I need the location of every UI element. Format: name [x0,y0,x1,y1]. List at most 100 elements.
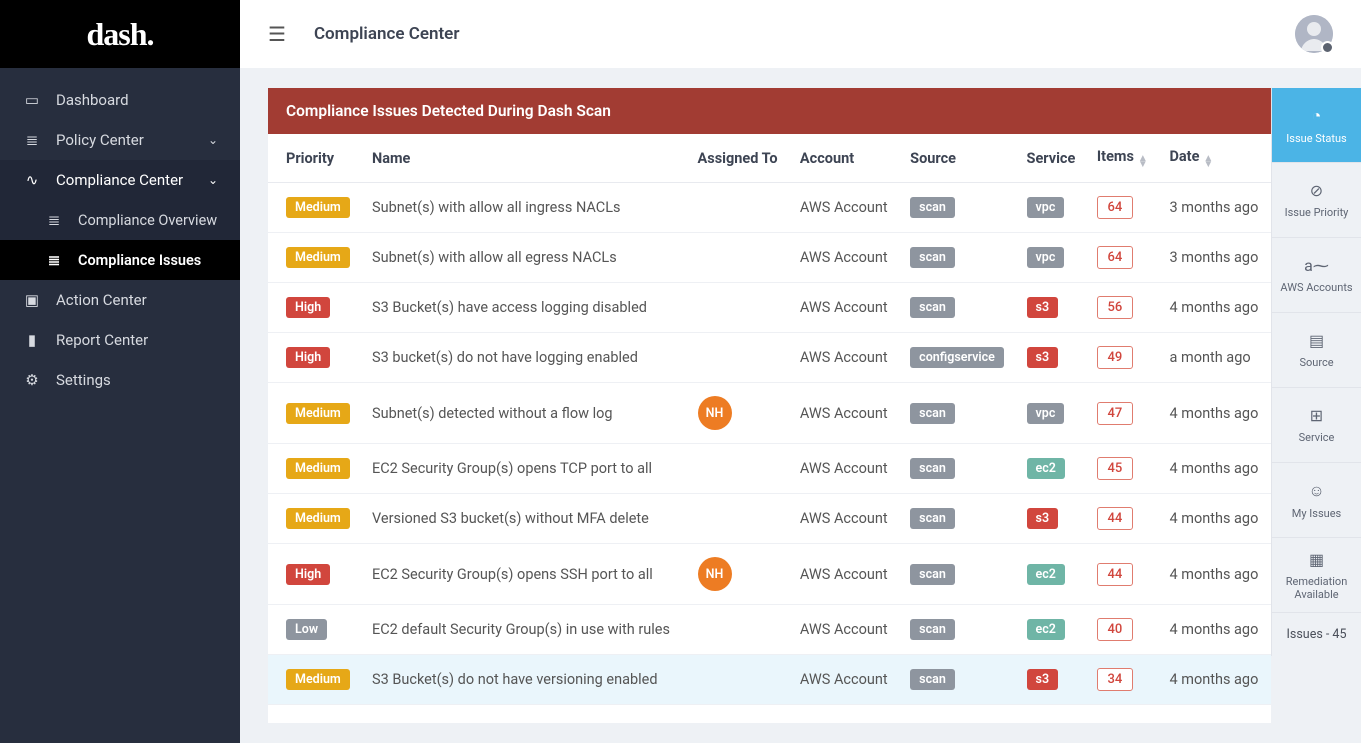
assignee-avatar[interactable]: NH [698,396,732,430]
rail-item-my-issues[interactable]: ☺My Issues [1271,463,1361,538]
panel-title: Compliance Issues Detected During Dash S… [268,88,1271,134]
issues-panel: Compliance Issues Detected During Dash S… [268,88,1271,723]
rail-icon: ▦ [1309,550,1324,569]
account-cell: AWS Account [790,444,900,494]
source-badge: scan [910,247,955,268]
table-row[interactable]: HighEC2 Security Group(s) opens SSH port… [268,544,1271,605]
source-badge: scan [910,564,955,585]
rail-label: Issue Status [1286,132,1346,145]
rail-item-source[interactable]: ▤Source [1271,313,1361,388]
account-cell: AWS Account [790,183,900,233]
source-badge: scan [910,297,955,318]
table-row[interactable]: MediumVersioned S3 bucket(s) without MFA… [268,494,1271,544]
priority-badge: Medium [286,403,350,424]
table-row[interactable]: LowEC2 default Security Group(s) in use … [268,605,1271,655]
source-badge: scan [910,619,955,640]
col-priority[interactable]: Priority [268,134,362,183]
rail-icon: ⊞ [1310,406,1323,425]
date-cell: a month ago [1160,333,1272,383]
priority-badge: High [286,564,330,585]
priority-badge: Medium [286,669,350,690]
date-cell: 4 months ago [1160,544,1272,605]
items-count: 44 [1097,563,1133,586]
col-source[interactable]: Source [900,134,1016,183]
nav-icon: ▮ [22,331,42,349]
service-badge: s3 [1027,508,1059,529]
issue-name: S3 bucket(s) do not have logging enabled [362,333,688,383]
table-row[interactable]: Medium S3 Bucket(s) do not have versionin… [268,655,1271,705]
table-row[interactable]: MediumSubnet(s) with allow all egress NA… [268,233,1271,283]
items-count: 49 [1097,346,1133,369]
rail-label: Remediation Available [1276,575,1357,601]
nav-icon: ▭ [22,91,42,109]
rail-label: Issue Priority [1285,206,1349,219]
col-date[interactable]: Date▲▼ [1160,134,1272,183]
service-badge: vpc [1027,247,1065,268]
assigned-cell [688,655,790,705]
col-items[interactable]: Items▲▼ [1087,134,1160,183]
nav-label: Dashboard [56,91,129,109]
rail-icon: a⁓ [1304,256,1329,275]
rail-item-remediation-available[interactable]: ▦ Remediation Available [1271,538,1361,613]
account-cell: AWS Account [790,494,900,544]
user-avatar[interactable] [1295,15,1333,53]
nav-label: Compliance Center [56,171,183,189]
sidebar-item-policy-center[interactable]: ≣Policy Center⌄ [0,120,240,160]
rail-label: My Issues [1292,507,1341,520]
col-service[interactable]: Service [1017,134,1087,183]
assigned-cell [688,494,790,544]
table-row[interactable]: MediumEC2 Security Group(s) opens TCP po… [268,444,1271,494]
issue-name: S3 Bucket(s) do not have versioning enab… [362,655,688,705]
priority-badge: Medium [286,508,350,529]
rail-icon: ▤ [1309,331,1324,350]
sidebar-item-dashboard[interactable]: ▭ Dashboard [0,80,240,120]
assignee-avatar[interactable]: NH [698,557,732,591]
rail-item-aws-accounts[interactable]: a⁓AWS Accounts [1271,238,1361,313]
table-row[interactable]: MediumSubnet(s) with allow all ingress N… [268,183,1271,233]
service-badge: s3 [1027,669,1059,690]
nav-label: Compliance Overview [78,212,217,229]
sidebar-item-compliance-center[interactable]: ∿Compliance Center⌄ [0,160,240,200]
items-count: 40 [1097,618,1133,641]
issue-name: EC2 Security Group(s) opens TCP port to … [362,444,688,494]
nav-label: Report Center [56,331,148,349]
sidebar-item-settings[interactable]: ⚙Settings [0,360,240,400]
account-cell: AWS Account [790,544,900,605]
sidebar-item-action-center[interactable]: ▣Action Center [0,280,240,320]
col-assigned[interactable]: Assigned To [688,134,790,183]
sidebar-subitem-compliance-overview[interactable]: ≣Compliance Overview [0,200,240,240]
menu-toggle-icon[interactable]: ☰ [268,22,286,46]
account-cell: AWS Account [790,233,900,283]
date-cell: 4 months ago [1160,283,1272,333]
source-badge: configservice [910,347,1004,368]
nav-icon: ≣ [44,251,64,269]
rail-footer: Issues - 45 [1271,613,1361,656]
logo[interactable]: dash. [0,0,240,68]
service-badge: vpc [1027,403,1065,424]
rail-item-service[interactable]: ⊞Service [1271,388,1361,463]
table-row[interactable]: MediumSubnet(s) detected without a flow … [268,383,1271,444]
items-count: 44 [1097,507,1133,530]
logo-text: dash. [86,16,153,53]
priority-badge: High [286,347,330,368]
col-name[interactable]: Name [362,134,688,183]
priority-badge: Medium [286,197,350,218]
table-row[interactable]: HighS3 Bucket(s) have access logging dis… [268,283,1271,333]
avatar-status-badge [1321,41,1334,54]
assigned-cell [688,233,790,283]
table-row[interactable]: High S3 bucket(s) do not have logging ena… [268,333,1271,383]
sidebar-item-report-center[interactable]: ▮ Report Center [0,320,240,360]
account-cell: AWS Account [790,333,900,383]
nav-label: Compliance Issues [78,252,201,269]
rail-item-issue-priority[interactable]: ⊘Issue Priority [1271,163,1361,238]
col-account[interactable]: Account [790,134,900,183]
issue-name: S3 Bucket(s) have access logging disable… [362,283,688,333]
chevron-icon: ⌄ [208,133,218,147]
assigned-cell [688,183,790,233]
assigned-cell [688,333,790,383]
rail-icon: ◔ [1312,106,1322,126]
rail-item-issue-status[interactable]: ◔ Issue Status [1271,88,1361,163]
service-badge: vpc [1027,197,1065,218]
account-cell: AWS Account [790,283,900,333]
sidebar-subitem-compliance-issues[interactable]: ≣ Compliance Issues [0,240,240,280]
